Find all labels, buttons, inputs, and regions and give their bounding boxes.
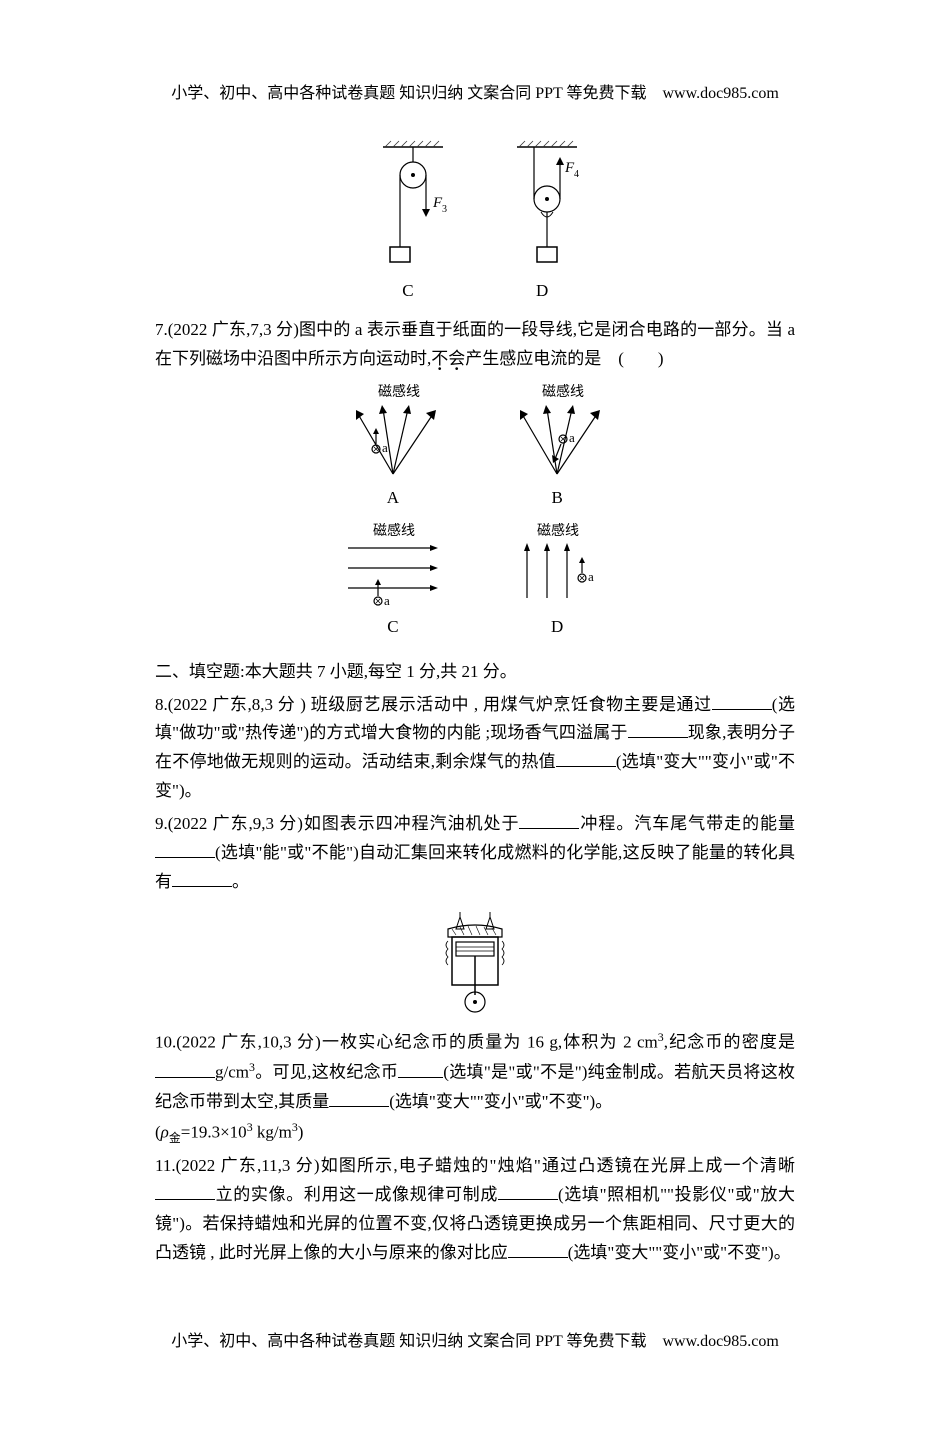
fig-d-label: D [497,277,587,306]
fig-d-top: F 4 D [497,137,587,306]
q9-text: 9.(2022 广东,9,3 分)如图表示四冲程汽油机处于 冲程。汽车尾气带走的能… [155,810,795,897]
q9-blank1 [519,810,579,829]
q11-p2: 立的实像。利用这一成像规律可制成 [215,1185,498,1204]
q10-rho-unit: kg/m [253,1122,292,1141]
svg-text:3: 3 [442,204,447,215]
svg-text:a: a [384,593,390,608]
q9-blank2 [155,839,215,858]
q7-a-label: A [333,484,453,513]
q7-c-label: C [333,613,453,642]
q8-text: 8.(2022 广东,8,3 分 ) 班级厨艺展示活动中 , 用煤气炉烹饪食物主… [155,691,795,807]
q8-blank1 [712,691,772,710]
svg-text:a: a [569,430,575,445]
page-footer: 小学、初中、高中各种试卷真题 知识归纳 文案合同 PPT 等免费下载 www.d… [155,1328,795,1355]
q7-fig-b: 磁感线 a B [497,384,617,513]
q11-blank1 [155,1181,215,1200]
q7-suffix: 产生感应电流的是 ( ) [465,349,663,368]
q8-blank2 [628,720,688,739]
q10-rho-sub: 金 [169,1131,181,1145]
fig-c-top: F 3 C [363,137,453,306]
maglabel-b: 磁感线 [542,384,584,400]
q11-blank2 [498,1181,558,1200]
q10-rho-sym: ρ [161,1122,169,1141]
q10-rho-post: ) [298,1122,304,1141]
q7-text: 7.(2022 广东,7,3 分)图中的 a 表示垂直于纸面的一段导线,它是闭合… [155,316,795,374]
q10-p2: 。可见,这枚纪念币 [255,1063,398,1082]
q11-p4: (选填"变大""变小"或"不变")。 [568,1243,791,1262]
q10-p4: (选填"变大""变小"或"不变")。 [389,1092,612,1111]
engine-svg [430,907,520,1017]
q9-p3: (选填"能"或"不能")自动汇集回来转化成燃料的化学能,这反映了能量的转化具有 [155,843,795,891]
q8-blank3 [556,749,616,768]
q10-p1b: ,纪念币的密度是 [664,1032,795,1051]
q10-blank2 [398,1059,443,1078]
maglabel-c: 磁感线 [373,523,415,539]
pulley-d-svg: F 4 [497,137,587,277]
q7-b-label: B [497,484,617,513]
q10-unit: g/cm [215,1063,249,1082]
q9-p1: 9.(2022 广东,9,3 分)如图表示四冲程汽油机处于 [155,814,519,833]
q9-p4: 。 [232,872,249,891]
q7-fig-row2: 磁感线 a C 磁感线 [155,523,795,642]
q10-blank1 [155,1059,215,1078]
maglabel-a: 磁感线 [378,384,420,400]
q7-fig-a: 磁感线 a A [333,384,453,513]
q10-blank3 [329,1088,389,1107]
section2-heading: 二、填空题:本大题共 7 小题,每空 1 分,共 21 分。 [155,658,795,687]
q10-rho-val: =19.3×10 [181,1122,247,1141]
q11-p1: 11.(2022 广东,11,3 分)如图所示,电子蜡烛的"烛焰"通过凸透镜在光… [155,1156,795,1175]
q10-p1: 10.(2022 广东,10,3 分)一枚实心纪念币的质量为 16 g,体积为 … [155,1032,658,1051]
svg-text:4: 4 [574,169,579,180]
q7-emph-1: 不 [431,345,448,374]
q7-fig-c: 磁感线 a C [333,523,453,642]
q9-p2: 冲程。汽车尾气带走的能量 [579,814,795,833]
q9-fig [155,907,795,1017]
maglabel-d: 磁感线 [537,523,579,539]
q7-d-label: D [497,613,617,642]
q7-emph-2: 会 [448,345,465,374]
fig-c-label: C [363,277,453,306]
q10-text: 10.(2022 广东,10,3 分)一枚实心纪念币的质量为 16 g,体积为 … [155,1027,795,1148]
q11-blank3 [508,1239,568,1258]
q7-fig-d: 磁感线 a D [497,523,617,642]
q9-blank3 [172,868,232,887]
page-header: 小学、初中、高中各种试卷真题 知识归纳 文案合同 PPT 等免费下载 www.d… [155,80,795,107]
q11-text: 11.(2022 广东,11,3 分)如图所示,电子蜡烛的"烛焰"通过凸透镜在光… [155,1152,795,1268]
pulley-c-svg: F 3 [363,137,453,277]
svg-text:a: a [588,569,594,584]
q8-p1: 8.(2022 广东,8,3 分 ) 班级厨艺展示活动中 , 用煤气炉烹饪食物主… [155,695,712,714]
svg-text:a: a [382,440,388,455]
fig-top-row: F 3 C F [155,137,795,306]
q7-fig-row1: 磁感线 a A 磁感线 [155,384,795,513]
